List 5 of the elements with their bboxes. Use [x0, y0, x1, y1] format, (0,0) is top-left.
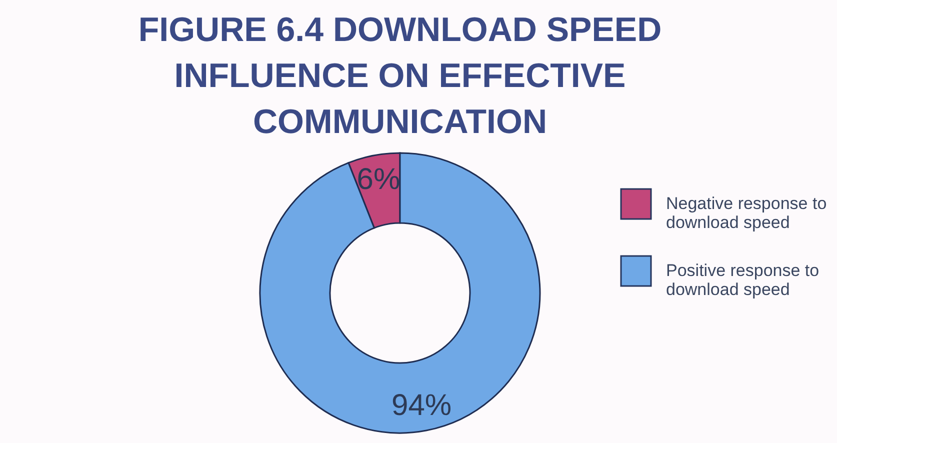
chart-title: FIGURE 6.4 DOWNLOAD SPEED INFLUENCE ON EFFECTIVE COMMUNICATION	[138, 11, 662, 141]
legend-label: Negative response to download speed	[666, 194, 827, 232]
legend-label: Positive response to download speed	[666, 261, 820, 299]
data-label: 94%	[392, 388, 452, 422]
donut-slice	[259, 152, 541, 434]
